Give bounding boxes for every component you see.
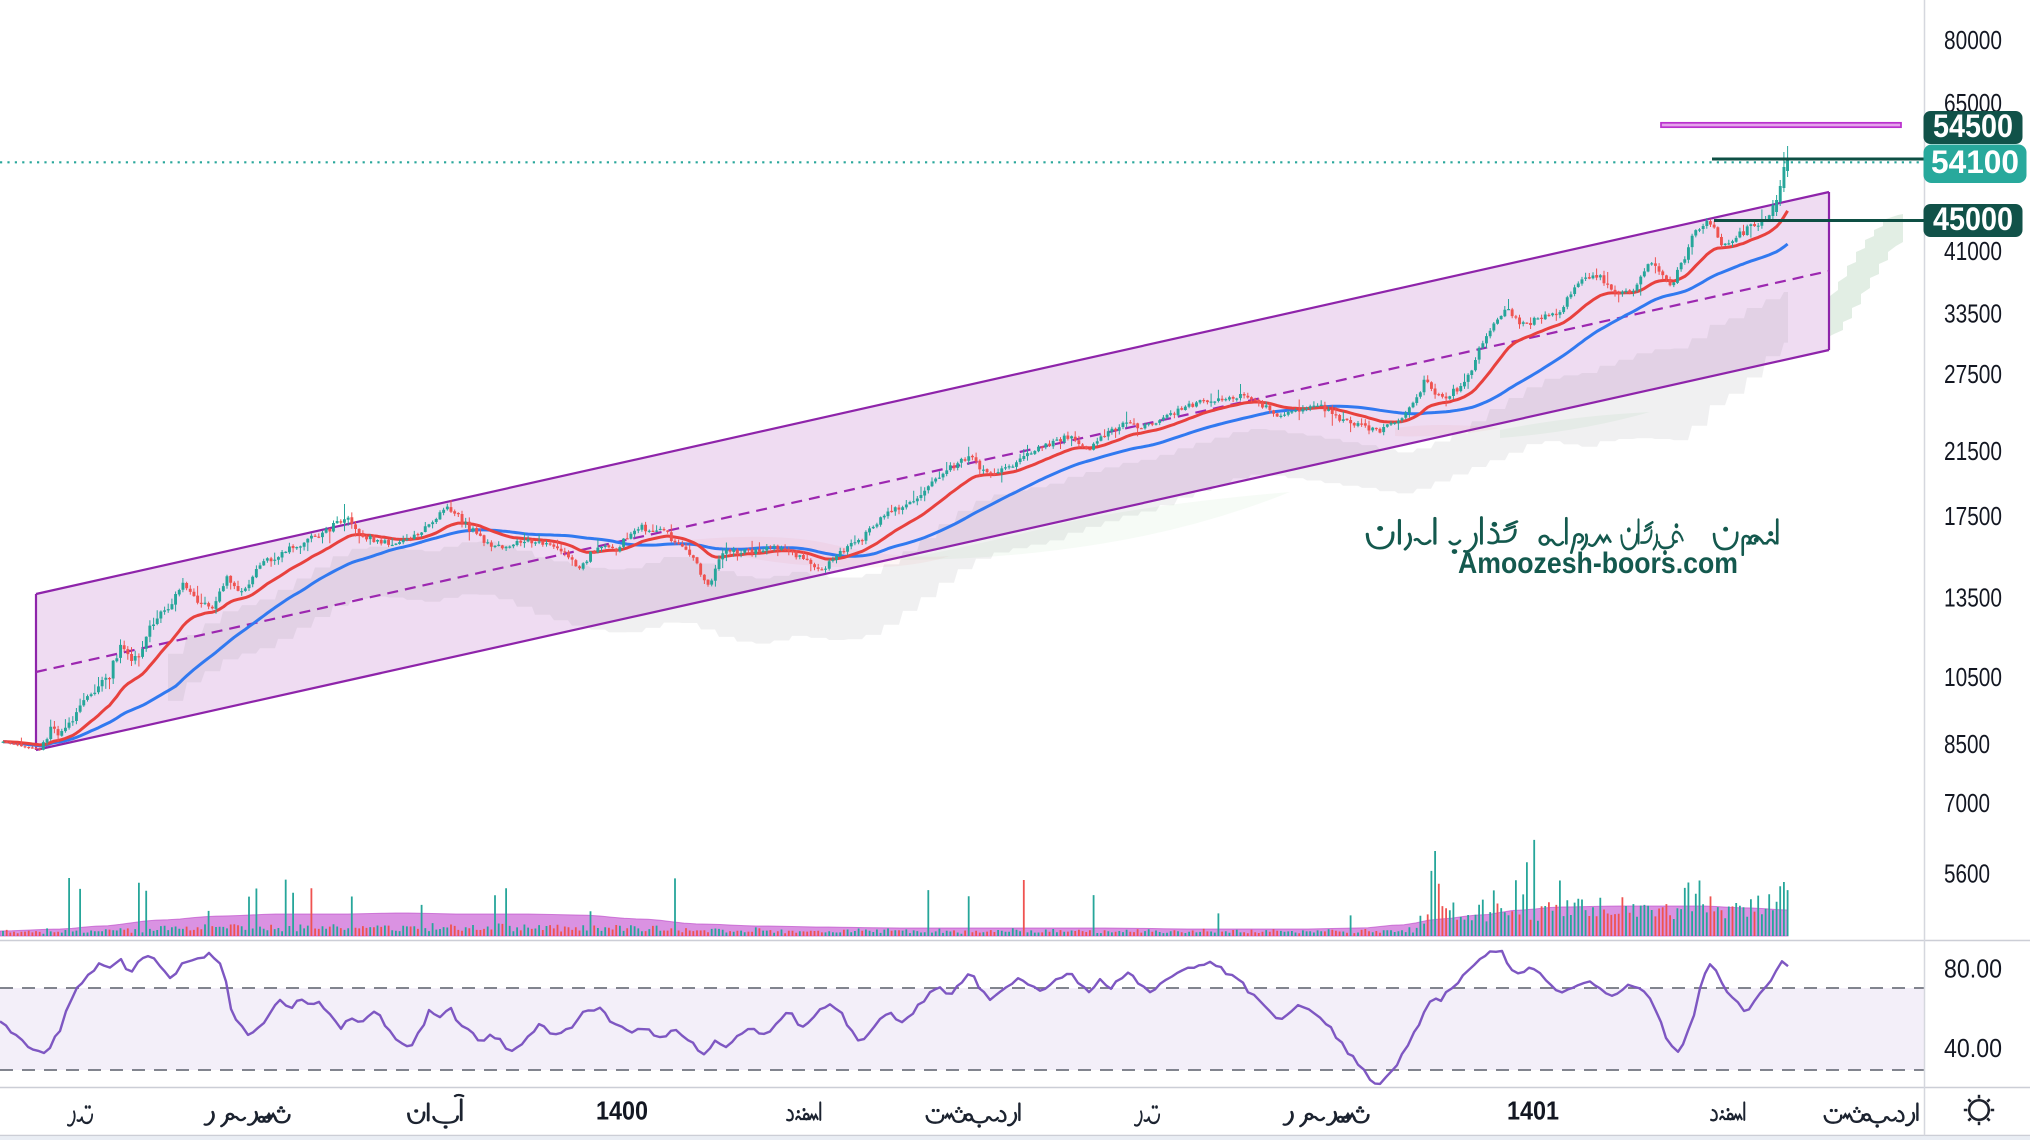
svg-text:80000: 80000 [1944,25,2002,55]
svg-text:13500: 13500 [1944,583,2002,613]
svg-text:7000: 7000 [1944,788,1990,818]
svg-text:80.00: 80.00 [1944,954,2002,984]
svg-text:40.00: 40.00 [1944,1033,2002,1063]
svg-text:54100: 54100 [1931,144,2019,180]
svg-text:10500: 10500 [1944,662,2002,692]
svg-text:8500: 8500 [1944,729,1990,759]
svg-text:1400: 1400 [596,1096,648,1126]
svg-text:54500: 54500 [1933,108,2013,144]
svg-text:27500: 27500 [1944,359,2002,389]
svg-text:33500: 33500 [1944,299,2002,329]
svg-text:41000: 41000 [1944,236,2002,266]
svg-text:Amoozesh-boors.com: Amoozesh-boors.com [1458,547,1738,580]
svg-text:5600: 5600 [1944,859,1990,889]
svg-text:21500: 21500 [1944,436,2002,466]
svg-text:1401: 1401 [1507,1096,1559,1126]
svg-text:17500: 17500 [1944,501,2002,531]
svg-text:45000: 45000 [1933,201,2013,237]
